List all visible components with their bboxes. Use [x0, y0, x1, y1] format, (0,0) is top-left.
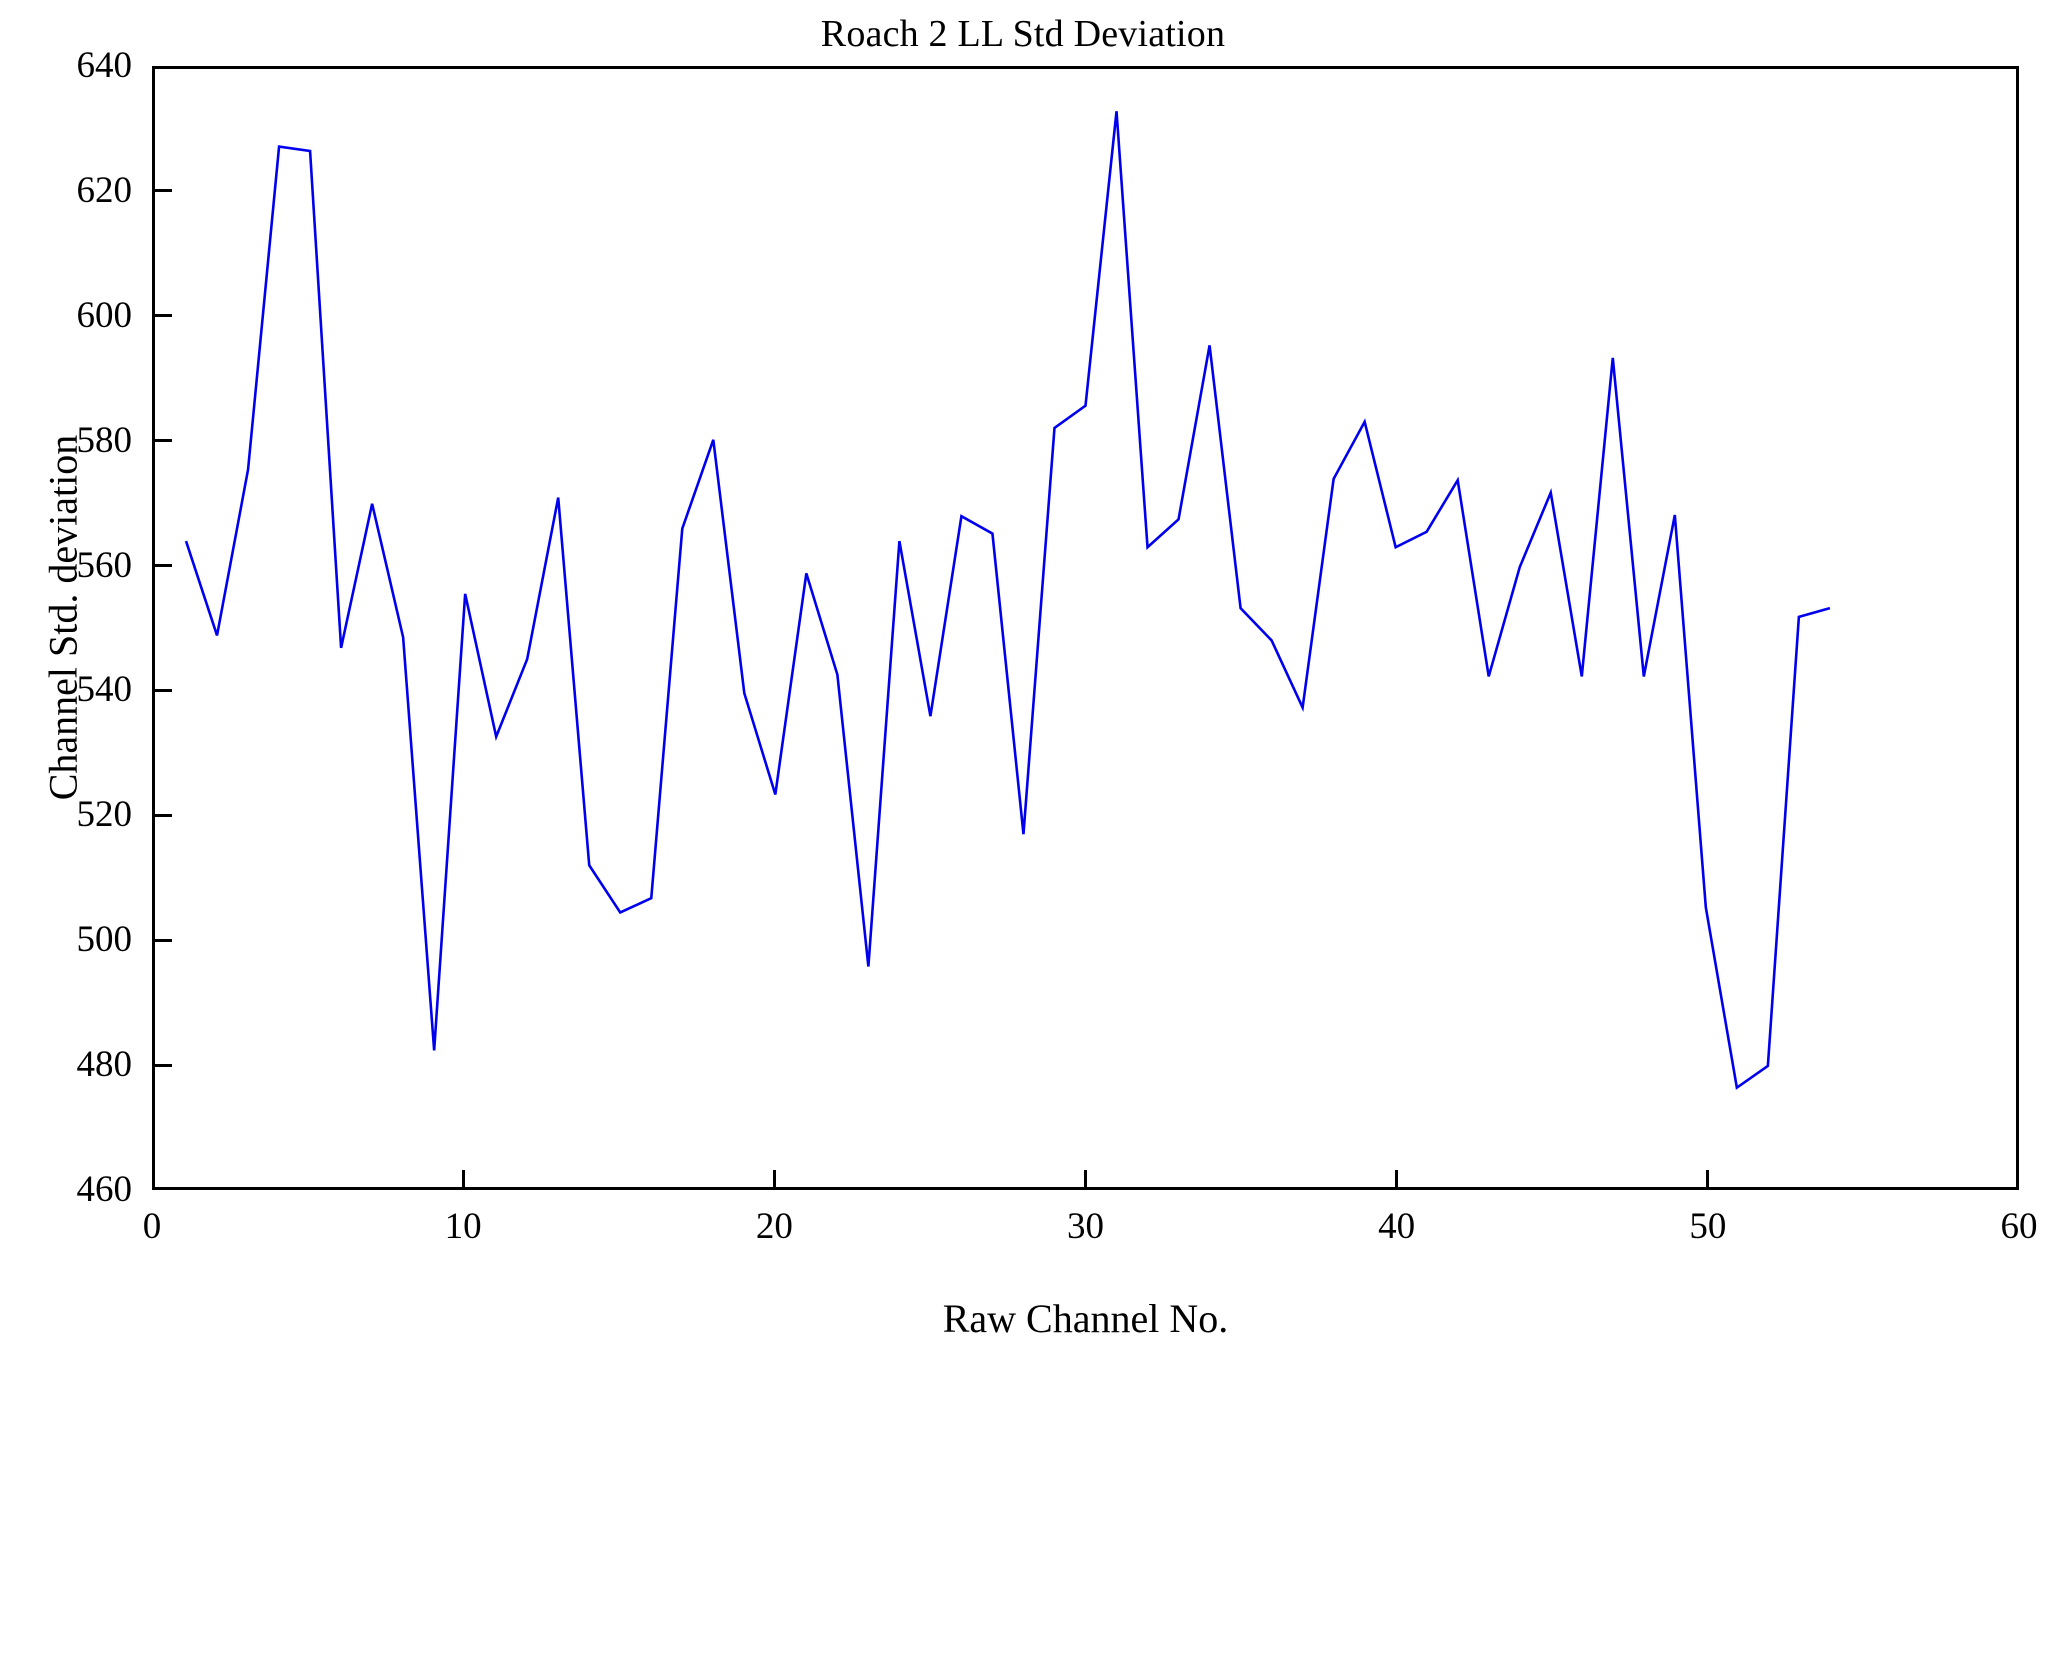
y-tick-label: 580	[76, 419, 133, 461]
y-tick-mark	[152, 189, 172, 193]
y-tick-label: 560	[76, 544, 133, 586]
x-tick-label: 40	[1378, 1206, 1416, 1247]
y-tick-mark	[152, 439, 172, 443]
x-axis-label: Raw Channel No.	[942, 1296, 1229, 1341]
y-tick-mark	[152, 1063, 172, 1067]
y-tick-label: 600	[76, 294, 133, 336]
plot-area	[152, 66, 2019, 1190]
y-tick-label: 460	[76, 1169, 133, 1210]
y-tick-label: 480	[76, 1044, 133, 1086]
x-tick-label: 20	[755, 1206, 793, 1247]
y-tick-mark	[152, 688, 172, 692]
x-tick-label: 60	[2000, 1206, 2038, 1247]
x-tick-label: 10	[444, 1206, 482, 1247]
y-tick-mark	[152, 314, 172, 318]
chart-title: Roach 2 LL Std Deviation	[820, 13, 1226, 55]
y-tick-label: 620	[76, 169, 133, 211]
x-tick-mark	[1395, 1170, 1399, 1190]
y-tick-label: 520	[76, 794, 133, 836]
y-tick-label: 540	[76, 669, 133, 711]
x-tick-label: 50	[1689, 1206, 1727, 1247]
x-tick-mark	[461, 1170, 465, 1190]
y-axis-label: Channel Std. deviation	[40, 434, 86, 801]
y-tick-label-group: 460 480 500 520 540 560 580 600 620 640	[0, 0, 133, 1671]
y-tick-mark	[152, 564, 172, 568]
y-tick-mark	[152, 938, 172, 942]
y-tick-label: 640	[76, 45, 133, 86]
x-tick-mark	[1706, 1170, 1710, 1190]
x-tick-mark	[1084, 1170, 1087, 1190]
data-series-line	[184, 111, 1831, 1090]
x-tick-mark	[772, 1170, 776, 1190]
y-tick-mark	[152, 813, 172, 817]
x-tick-label: 30	[1067, 1206, 1104, 1247]
y-tick-label: 500	[76, 919, 133, 961]
data-line-svg	[184, 111, 1831, 1090]
x-tick-label: 0	[142, 1206, 162, 1247]
